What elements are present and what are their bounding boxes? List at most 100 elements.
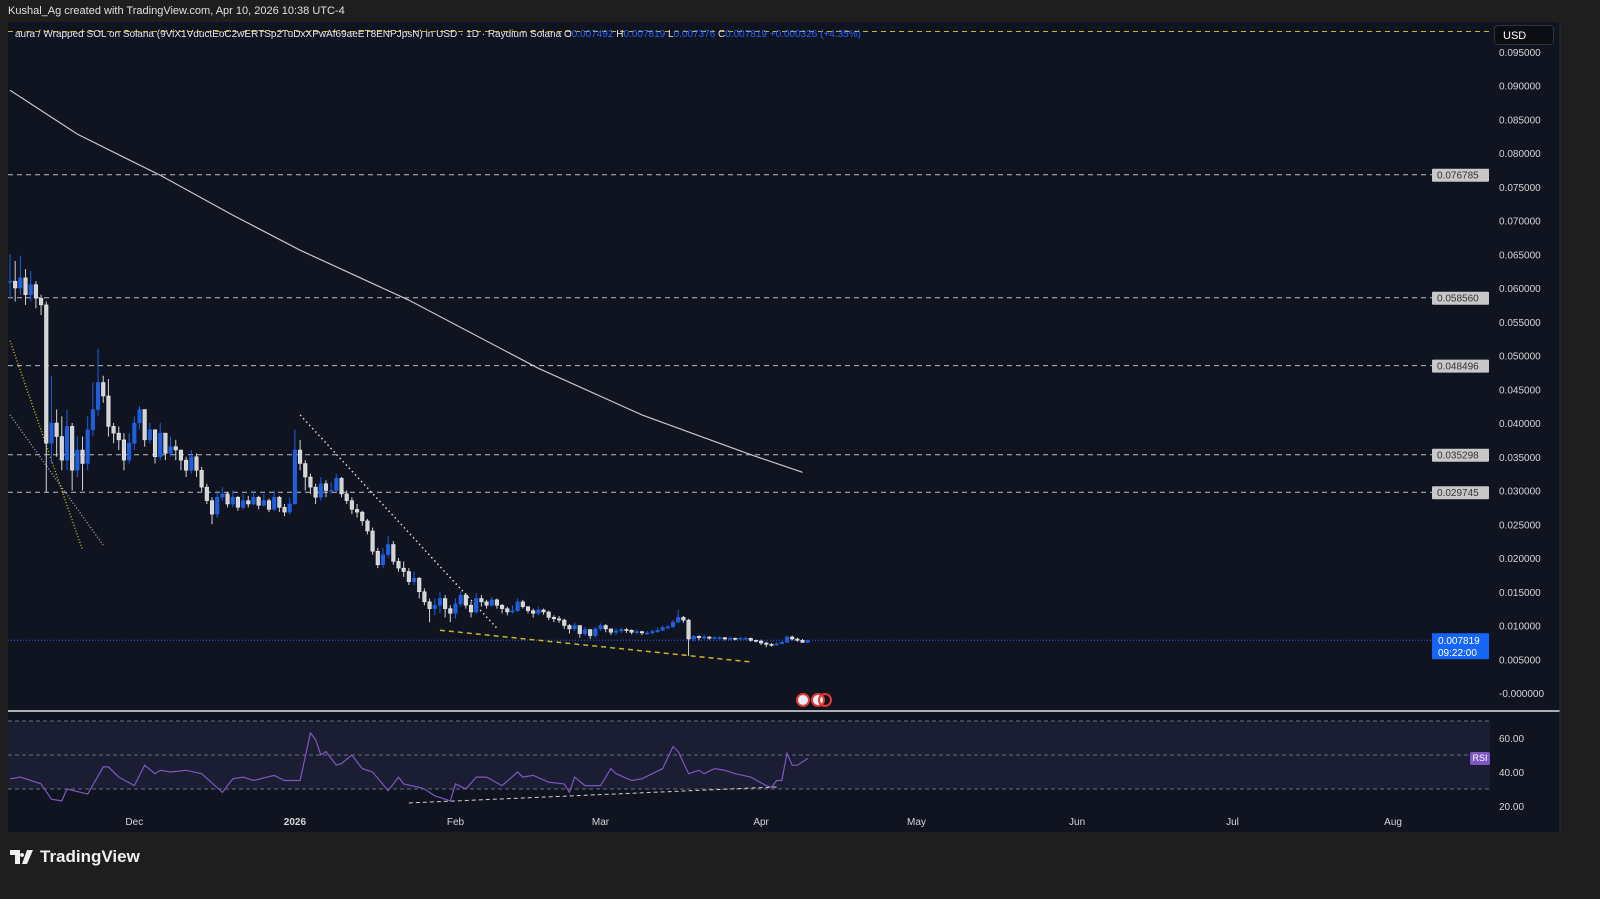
candle-body [90, 409, 95, 430]
candle-body [686, 619, 691, 640]
time-tick-label: Feb [447, 817, 465, 828]
candle-body [132, 422, 137, 444]
candle [738, 636, 743, 640]
candle [370, 527, 375, 555]
candle-body [142, 409, 147, 441]
candle-body [152, 429, 158, 457]
candle-body [681, 617, 686, 621]
time-tick-label: Mar [592, 817, 610, 828]
candle-body [339, 478, 344, 495]
candle [323, 480, 329, 498]
candle-body [33, 284, 38, 299]
candle-body [313, 486, 318, 498]
price-tick-label: 0.025000 [1499, 520, 1541, 531]
horizontal-levels [8, 31, 1490, 641]
us-flag-event-icon[interactable] [796, 693, 810, 707]
candle-body [443, 598, 448, 609]
candle [479, 595, 484, 607]
candle [546, 610, 551, 621]
candle-body [241, 500, 246, 508]
candle-body [23, 277, 28, 295]
candle [722, 636, 727, 641]
open-value: 0.007492 [571, 29, 614, 40]
candle [199, 466, 204, 492]
candle [800, 639, 805, 644]
chart-area[interactable] [8, 22, 1560, 832]
time-tick-label: Dec [125, 817, 143, 828]
candle [344, 490, 349, 504]
candle-body [158, 432, 163, 457]
candle [577, 625, 582, 638]
candle [7, 254, 13, 299]
candle [608, 628, 613, 635]
candle [298, 439, 303, 471]
candle [137, 406, 142, 430]
candle [443, 595, 448, 618]
candle-body [733, 638, 738, 640]
candle [593, 626, 598, 638]
candle [551, 615, 556, 623]
economic-event-icons [796, 693, 832, 707]
price-tick-label: 0.055000 [1499, 318, 1541, 329]
trendline-drawing[interactable] [299, 414, 498, 629]
candle [349, 497, 354, 515]
candle [557, 616, 562, 623]
candle [427, 598, 432, 623]
price-tick-label: 0.035000 [1499, 453, 1541, 464]
candle-body [323, 483, 329, 491]
candle [759, 639, 764, 646]
event-icon[interactable] [818, 693, 832, 707]
candle [748, 637, 753, 642]
candle [562, 618, 567, 629]
trendline-drawing[interactable] [9, 340, 84, 551]
candle [629, 629, 634, 635]
candle [116, 426, 121, 450]
candle-body [432, 605, 437, 609]
candle-body [360, 511, 365, 522]
candle [64, 409, 70, 471]
candle [313, 483, 318, 504]
candle [142, 409, 147, 447]
candle-body [614, 630, 619, 633]
price-tick-label: 0.080000 [1499, 149, 1541, 160]
level-price-label: 0.048496 [1437, 362, 1479, 373]
candle-body [790, 636, 795, 640]
level-price-label: 0.076785 [1437, 171, 1479, 182]
candle [132, 416, 137, 450]
candle [463, 593, 468, 609]
time-axis: Dec 2026 Feb Mar Apr May Jun Jul Aug [125, 817, 1402, 828]
candle [277, 495, 282, 513]
candle [536, 606, 541, 616]
time-tick-label: Jul [1226, 817, 1239, 828]
candle-body [541, 609, 546, 613]
candle [28, 271, 33, 302]
candle [432, 598, 437, 616]
candle [225, 491, 230, 508]
candle-body [386, 544, 391, 555]
candle [163, 432, 168, 461]
candle-body [650, 631, 655, 634]
close-value: 0.007819 [725, 29, 767, 40]
level-price-tag [1432, 359, 1489, 373]
rsi-trendline-drawing[interactable] [408, 786, 777, 804]
candle [702, 634, 707, 640]
candle [717, 636, 722, 640]
candle-body [722, 637, 727, 640]
candle-body [510, 610, 515, 613]
candle [329, 482, 334, 494]
candle [101, 375, 106, 403]
rsi-label-badge[interactable]: RSI [1470, 752, 1490, 765]
rsi-tick-label: 40.00 [1499, 768, 1524, 779]
high-value: 0.007819 [623, 29, 666, 40]
candle-body [375, 551, 380, 565]
candle [603, 624, 608, 633]
candle [241, 493, 246, 510]
candle [582, 626, 588, 636]
candle-body [598, 625, 603, 630]
candle [489, 597, 494, 607]
candle [753, 639, 758, 643]
currency-button[interactable]: USD [1494, 25, 1554, 45]
tradingview-logo[interactable]: TradingView [10, 847, 140, 867]
trendline-drawing[interactable] [439, 629, 751, 663]
